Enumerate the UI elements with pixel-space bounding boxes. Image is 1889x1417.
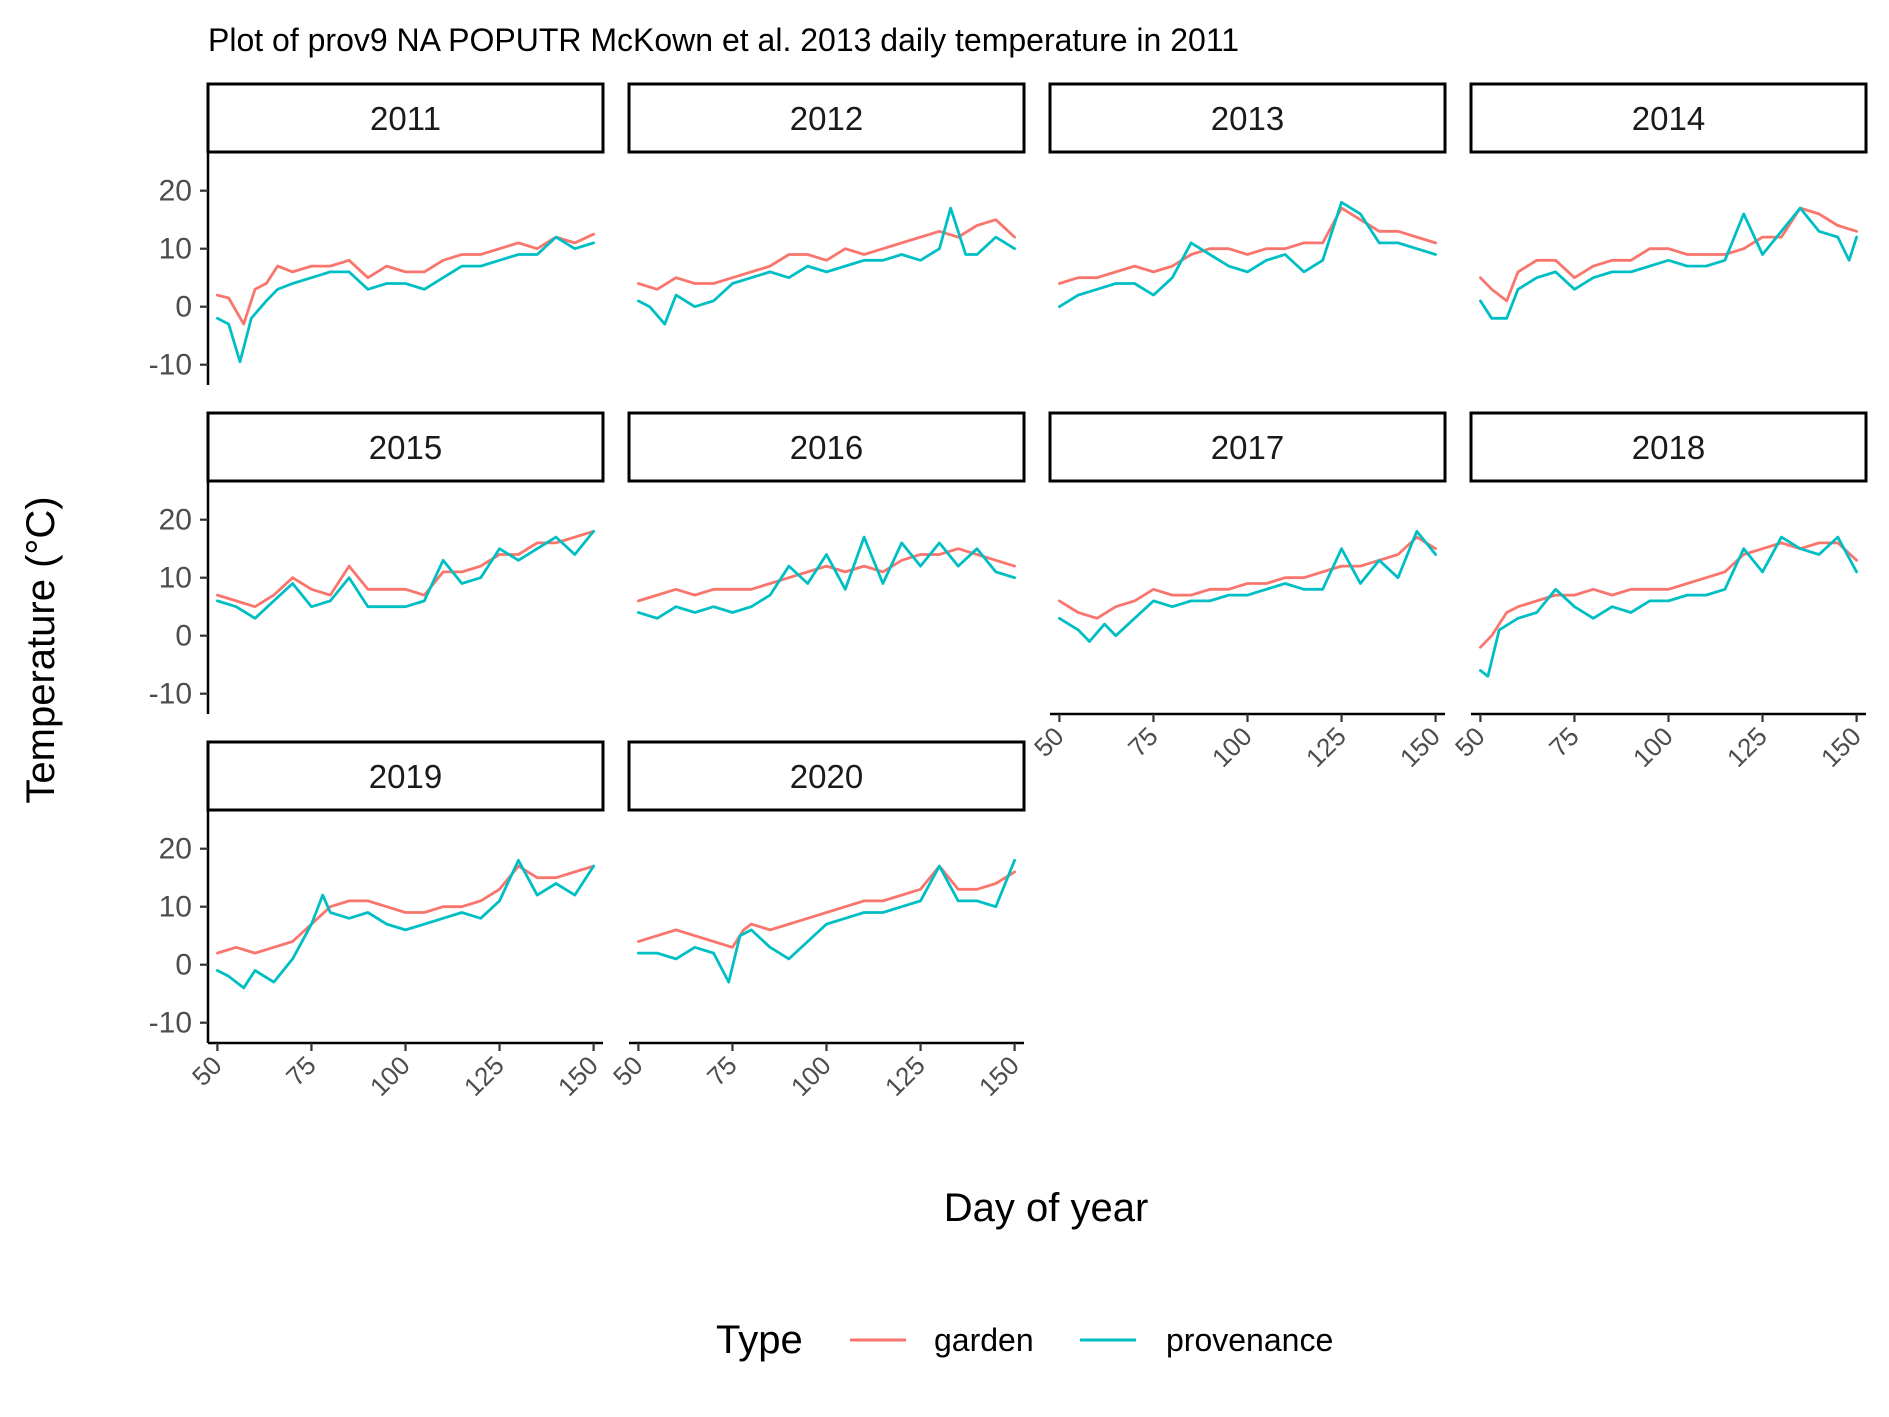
x-tick-label: 100 <box>364 1050 416 1102</box>
facet-strip-label-2019: 2019 <box>369 758 442 795</box>
x-tick-label: 100 <box>1206 721 1258 773</box>
x-tick-label: 100 <box>785 1050 837 1102</box>
y-tick-label: 10 <box>159 562 192 595</box>
y-tick-label: -10 <box>149 678 192 711</box>
x-tick-label: 150 <box>1394 721 1446 773</box>
facet-panel-2019: 2019 -10 0 10 20 50 75 100 125 150 <box>149 740 605 1102</box>
x-tick-label: 150 <box>552 1050 604 1102</box>
facet-strip-label-2012: 2012 <box>790 100 863 137</box>
legend-title: Type <box>716 1318 803 1362</box>
x-tick-label: 125 <box>458 1050 510 1102</box>
y-tick-label: -10 <box>149 1007 192 1040</box>
x-axis-title: Day of year <box>944 1186 1149 1230</box>
facet-strip-2015 <box>206 411 605 483</box>
facet-panels: 2011 -10 0 10 20 2012 2013 2014 2015 -10 0 10 20 2016… <box>149 82 1868 1102</box>
facet-panel-2012: 2012 <box>627 82 1026 326</box>
facet-panel-2015: 2015 -10 0 10 20 <box>149 411 605 714</box>
series-line-provenance-2017 <box>1058 529 1437 643</box>
facet-panel-2020: 2020 50 75 100 125 150 <box>607 740 1026 1102</box>
facet-strip-2011 <box>206 82 605 154</box>
series-line-garden-2016 <box>637 547 1016 603</box>
facet-strip-label-2018: 2018 <box>1632 429 1705 466</box>
x-tick-label: 100 <box>1627 721 1679 773</box>
x-tick-label: 150 <box>1815 721 1867 773</box>
facet-strip-2012 <box>627 82 1026 154</box>
series-line-garden-2017 <box>1058 535 1437 620</box>
x-tick-label: 75 <box>701 1050 743 1092</box>
series-line-garden-2014 <box>1479 206 1858 303</box>
facet-panel-2014: 2014 <box>1469 82 1868 320</box>
facet-strip-label-2011: 2011 <box>370 100 441 137</box>
x-tick-label: 125 <box>879 1050 931 1102</box>
facet-strip-2019 <box>206 740 605 812</box>
x-tick-label: 75 <box>1122 721 1164 763</box>
y-tick-label: -10 <box>149 349 192 382</box>
legend-label-provenance: provenance <box>1166 1322 1333 1358</box>
y-tick-label: 20 <box>159 175 192 208</box>
x-tick-label: 125 <box>1300 721 1352 773</box>
series-line-provenance-2014 <box>1479 206 1858 320</box>
series-line-garden-2011 <box>215 232 595 326</box>
facet-strip-label-2017: 2017 <box>1211 429 1284 466</box>
x-tick-label: 75 <box>280 1050 322 1092</box>
y-tick-label: 10 <box>159 233 192 266</box>
series-line-garden-2013 <box>1058 206 1437 285</box>
facet-panel-2016: 2016 <box>627 411 1026 620</box>
y-tick-label: 20 <box>159 833 192 866</box>
y-tick-label: 0 <box>175 620 192 653</box>
facet-strip-label-2020: 2020 <box>790 758 863 795</box>
facet-strip-label-2015: 2015 <box>369 429 442 466</box>
legend-label-garden: garden <box>934 1322 1034 1358</box>
y-tick-label: 0 <box>175 949 192 982</box>
series-line-garden-2019 <box>215 864 595 955</box>
facet-panel-2011: 2011 -10 0 10 20 <box>149 82 605 385</box>
facet-panel-2018: 2018 50 75 100 125 150 <box>1449 411 1868 773</box>
series-line-provenance-2016 <box>637 535 1016 620</box>
x-tick-label: 125 <box>1721 721 1773 773</box>
series-line-provenance-2018 <box>1479 535 1858 678</box>
x-tick-label: 75 <box>1543 721 1585 763</box>
x-tick-label: 50 <box>1449 721 1491 763</box>
series-line-provenance-2011 <box>215 235 595 364</box>
series-line-provenance-2013 <box>1058 200 1437 309</box>
legend: Type garden provenance <box>716 1318 1333 1362</box>
y-tick-label: 0 <box>175 291 192 324</box>
series-line-provenance-2020 <box>637 858 1016 984</box>
facet-panel-2017: 2017 50 75 100 125 150 <box>1028 411 1447 773</box>
facet-strip-2013 <box>1048 82 1447 154</box>
y-tick-label: 10 <box>159 891 192 924</box>
facet-strip-2014 <box>1469 82 1868 154</box>
y-tick-label: 20 <box>159 504 192 537</box>
series-line-provenance-2019 <box>215 858 595 990</box>
facet-strip-label-2014: 2014 <box>1632 100 1705 137</box>
series-line-garden-2012 <box>637 218 1016 291</box>
x-tick-label: 50 <box>1028 721 1070 763</box>
facet-strip-2016 <box>627 411 1026 483</box>
x-tick-label: 50 <box>186 1050 228 1092</box>
series-line-garden-2020 <box>637 864 1016 949</box>
x-tick-label: 50 <box>607 1050 649 1092</box>
facet-strip-2018 <box>1469 411 1868 483</box>
series-line-garden-2015 <box>215 529 595 609</box>
facet-strip-2017 <box>1048 411 1447 483</box>
facet-strip-label-2013: 2013 <box>1211 100 1284 137</box>
facet-strip-label-2016: 2016 <box>790 429 863 466</box>
facet-panel-2013: 2013 <box>1048 82 1447 309</box>
chart-title: Plot of prov9 NA POPUTR McKown et al. 20… <box>208 22 1239 58</box>
y-axis-title: Temperature (°C) <box>19 496 63 803</box>
series-line-provenance-2015 <box>215 529 595 620</box>
facet-strip-2020 <box>627 740 1026 812</box>
x-tick-label: 150 <box>973 1050 1025 1102</box>
series-line-provenance-2012 <box>637 206 1016 326</box>
series-line-garden-2018 <box>1479 541 1858 649</box>
